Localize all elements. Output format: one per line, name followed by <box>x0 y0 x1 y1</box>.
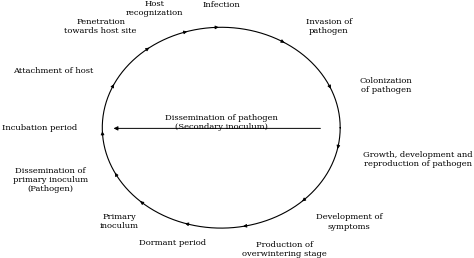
Text: Primary
inoculum: Primary inoculum <box>100 213 138 230</box>
Text: Dissemination of
primary inoculum
(Pathogen): Dissemination of primary inoculum (Patho… <box>13 167 88 193</box>
Text: Dissemination of pathogen: Dissemination of pathogen <box>165 114 278 122</box>
Text: Dormant period: Dormant period <box>139 239 206 247</box>
Text: Growth, development and
reproduction of pathogen: Growth, development and reproduction of … <box>364 151 473 168</box>
Text: Invasion of
pathogen: Invasion of pathogen <box>306 18 352 35</box>
Text: (Secondary inoculum): (Secondary inoculum) <box>175 123 268 131</box>
Text: Production of
overwintering stage: Production of overwintering stage <box>242 241 327 258</box>
Text: Colonization
of pathogen: Colonization of pathogen <box>360 77 412 94</box>
Text: Attachment of host: Attachment of host <box>13 67 94 75</box>
Text: Penetration
towards host site: Penetration towards host site <box>64 18 137 35</box>
Text: Infection: Infection <box>202 1 240 9</box>
Text: Host
recognization: Host recognization <box>126 0 183 17</box>
Text: Development of
symptoms: Development of symptoms <box>316 214 383 231</box>
Text: Incubation period: Incubation period <box>1 124 77 132</box>
